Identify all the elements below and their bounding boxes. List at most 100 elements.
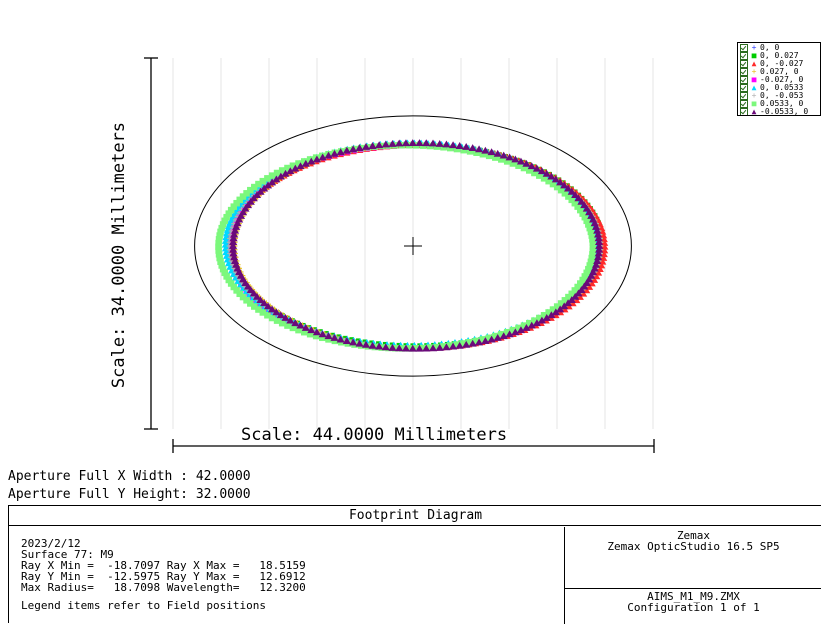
square-mark xyxy=(356,338,361,343)
square-mark xyxy=(568,290,575,298)
checkbox-icon[interactable] xyxy=(740,76,748,84)
triangle-mark xyxy=(349,338,358,346)
square-mark xyxy=(549,180,557,188)
triangle-mark xyxy=(560,181,569,189)
square-mark xyxy=(230,203,238,210)
square-mark xyxy=(392,345,399,352)
square-mark xyxy=(273,317,281,324)
checkbox-icon[interactable] xyxy=(740,100,748,108)
triangle-mark xyxy=(551,308,560,316)
triangle-mark xyxy=(522,159,531,167)
square-mark xyxy=(243,297,250,304)
checkbox-icon[interactable] xyxy=(740,60,748,68)
triangle-mark xyxy=(567,296,576,303)
square-mark xyxy=(300,328,308,336)
square-mark xyxy=(284,322,291,329)
square-marker-icon: ■ xyxy=(751,75,757,84)
square-mark xyxy=(557,186,565,194)
legend-item[interactable]: ▲ -0.0533, 0 xyxy=(740,108,820,115)
triangle-mark xyxy=(493,334,502,341)
square-mark xyxy=(531,169,538,177)
triangle-mark xyxy=(422,139,431,147)
square-mark xyxy=(549,306,557,313)
square-mark xyxy=(485,152,493,160)
square-mark xyxy=(412,345,420,352)
triangle-mark xyxy=(368,142,377,149)
triangle-mark xyxy=(236,211,246,219)
plus-mark xyxy=(229,225,235,230)
square-mark xyxy=(221,217,229,225)
checkbox-icon[interactable] xyxy=(740,84,748,92)
triangle-mark xyxy=(233,264,242,272)
square-mark xyxy=(589,236,596,243)
square-mark xyxy=(255,180,262,188)
triangle-mark xyxy=(449,141,458,149)
triangle-mark xyxy=(493,149,502,157)
triangle-mark xyxy=(381,140,390,148)
checkbox-icon[interactable] xyxy=(740,108,748,115)
triangle-mark xyxy=(375,342,384,350)
square-mark xyxy=(447,342,454,349)
square-mark xyxy=(319,334,326,342)
square-mark xyxy=(268,314,276,322)
square-mark xyxy=(278,319,286,327)
square-mark xyxy=(218,224,225,232)
square-mark xyxy=(215,239,222,247)
square-mark xyxy=(216,254,223,262)
triangle-mark xyxy=(336,335,345,343)
square-mark xyxy=(503,328,511,336)
legend-label: 0, 0 xyxy=(760,43,780,52)
checkbox-icon[interactable] xyxy=(740,92,748,100)
checkbox-icon[interactable] xyxy=(740,44,748,52)
triangle-mark xyxy=(388,343,397,351)
triangle-mark xyxy=(475,145,484,153)
triangle-mark xyxy=(532,319,541,327)
aperture-ellipse xyxy=(194,115,632,377)
square-mark xyxy=(585,265,592,273)
square-mark xyxy=(588,254,596,262)
triangle-mark xyxy=(336,148,345,156)
triangle-mark xyxy=(593,253,603,261)
square-mark xyxy=(289,162,297,169)
triangle-mark xyxy=(551,175,560,183)
square-mark xyxy=(236,290,243,298)
square-mark xyxy=(300,158,308,165)
square-mark xyxy=(295,326,302,334)
square-mark xyxy=(225,276,233,284)
square-mark xyxy=(233,287,240,294)
scale-x-label: Scale: 44.0000 Millimeters xyxy=(241,425,508,445)
square-mark xyxy=(583,269,590,277)
square-mark xyxy=(255,306,262,313)
triangle-mark xyxy=(415,139,424,147)
checkbox-icon[interactable] xyxy=(740,68,748,76)
center-cross xyxy=(404,237,422,255)
square-mark xyxy=(526,319,533,327)
triangle-marker-icon: ▲ xyxy=(751,59,757,68)
triangle-mark xyxy=(235,215,244,223)
square-mark xyxy=(343,335,348,341)
triangle-mark xyxy=(537,167,546,175)
triangle-mark xyxy=(594,249,603,257)
triangle-mark xyxy=(593,230,603,238)
square-mark xyxy=(526,167,533,174)
plus-mark xyxy=(226,243,232,249)
triangle-mark xyxy=(537,316,546,324)
triangle-mark xyxy=(260,184,269,192)
triangle-mark xyxy=(272,175,281,183)
triangle-mark xyxy=(516,326,526,334)
square-mark xyxy=(247,300,254,307)
triangle-mark xyxy=(318,153,327,161)
triangle-mark xyxy=(318,330,327,338)
plus-marker-icon: + xyxy=(751,91,757,100)
info-panel: Footprint Diagram 2023/2/12 Surface 77: … xyxy=(8,505,821,624)
triangle-mark xyxy=(428,344,438,352)
panel-file: AIMS_M1_M9.ZMX Configuration 1 of 1 xyxy=(565,589,821,624)
triangle-mark xyxy=(229,245,238,253)
square-mark xyxy=(565,293,572,301)
checkbox-icon[interactable] xyxy=(740,52,748,60)
square-mark xyxy=(283,319,288,324)
company: Zemax xyxy=(676,529,711,542)
square-marker-icon: ■ xyxy=(751,99,757,108)
square-mark xyxy=(460,146,467,154)
panel-software: Zemax Zemax OpticStudio 16.5 SP5 xyxy=(565,527,821,589)
